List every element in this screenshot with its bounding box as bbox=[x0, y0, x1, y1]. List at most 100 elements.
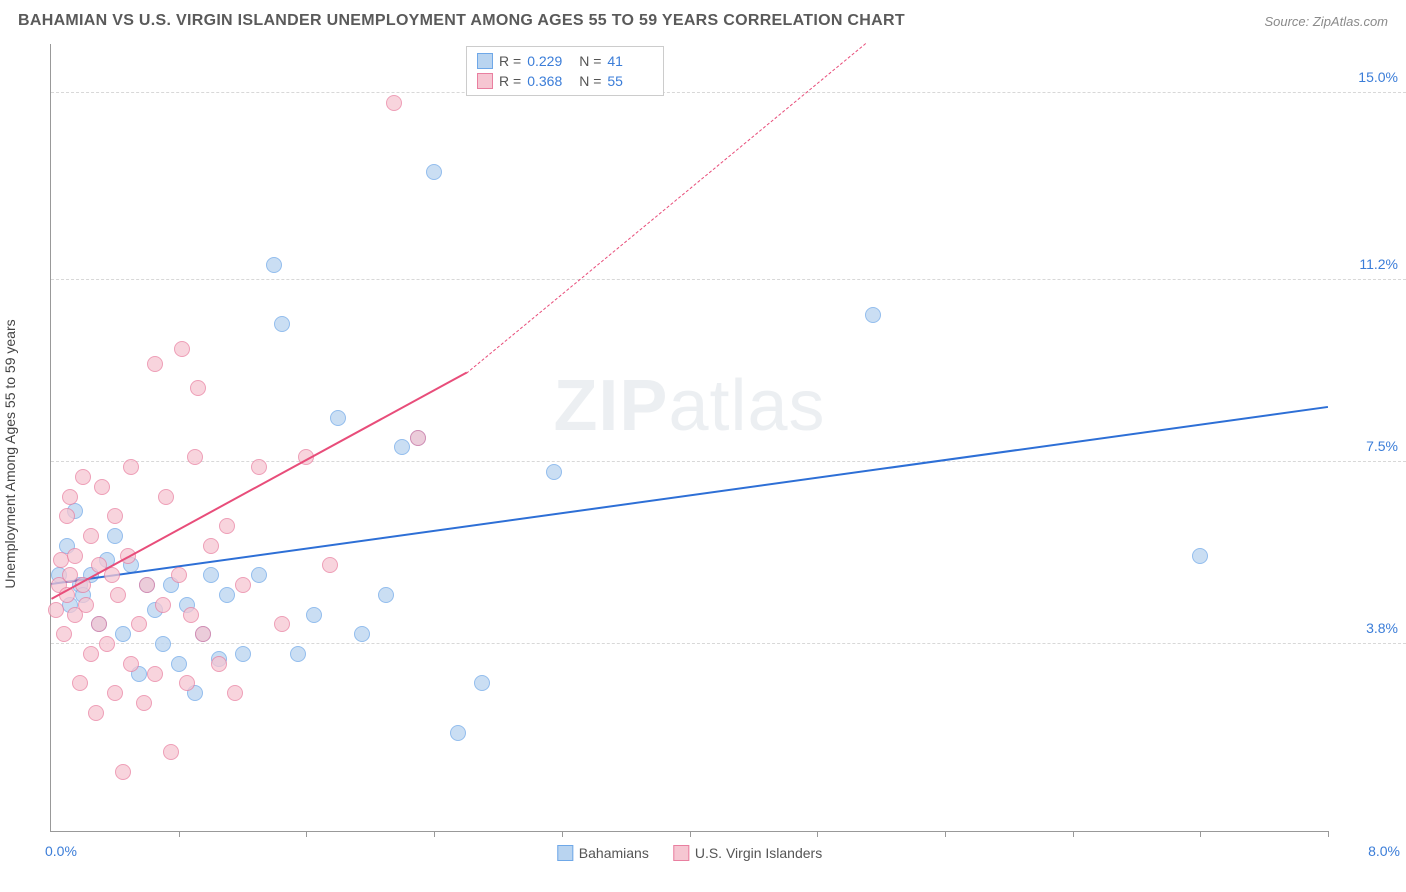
legend-n-value: 55 bbox=[607, 73, 653, 89]
x-tick bbox=[817, 831, 818, 837]
series-legend: Bahamians U.S. Virgin Islanders bbox=[557, 845, 822, 861]
x-axis-max-label: 8.0% bbox=[1368, 843, 1400, 859]
data-point bbox=[190, 380, 206, 396]
data-point bbox=[211, 656, 227, 672]
legend-item: U.S. Virgin Islanders bbox=[673, 845, 822, 861]
x-tick bbox=[690, 831, 691, 837]
x-tick bbox=[179, 831, 180, 837]
data-point bbox=[99, 636, 115, 652]
data-point bbox=[115, 626, 131, 642]
data-point bbox=[174, 341, 190, 357]
chart-plot-area: ZIPatlas 0.0% 8.0% 3.8%7.5%11.2%15.0%R =… bbox=[50, 44, 1328, 832]
legend-n-label: N = bbox=[579, 53, 601, 69]
data-point bbox=[251, 567, 267, 583]
data-point bbox=[115, 764, 131, 780]
data-point bbox=[865, 307, 881, 323]
watermark: ZIPatlas bbox=[553, 365, 825, 447]
correlation-legend: R = 0.229 N = 41 R = 0.368 N = 55 bbox=[466, 46, 664, 96]
data-point bbox=[290, 646, 306, 662]
data-point bbox=[75, 577, 91, 593]
data-point bbox=[110, 587, 126, 603]
data-point bbox=[48, 602, 64, 618]
data-point bbox=[158, 489, 174, 505]
data-point bbox=[83, 528, 99, 544]
data-point bbox=[394, 439, 410, 455]
gridline bbox=[51, 643, 1406, 644]
data-point bbox=[72, 675, 88, 691]
data-point bbox=[474, 675, 490, 691]
data-point bbox=[107, 508, 123, 524]
data-point bbox=[136, 695, 152, 711]
y-tick-label: 15.0% bbox=[1358, 69, 1398, 85]
data-point bbox=[83, 646, 99, 662]
data-point bbox=[1192, 548, 1208, 564]
data-point bbox=[147, 356, 163, 372]
x-tick bbox=[945, 831, 946, 837]
y-axis-label: Unemployment Among Ages 55 to 59 years bbox=[2, 319, 18, 588]
data-point bbox=[298, 449, 314, 465]
legend-n-label: N = bbox=[579, 73, 601, 89]
data-point bbox=[235, 577, 251, 593]
data-point bbox=[274, 316, 290, 332]
data-point bbox=[235, 646, 251, 662]
data-point bbox=[306, 607, 322, 623]
data-point bbox=[67, 548, 83, 564]
y-tick-label: 3.8% bbox=[1366, 620, 1398, 636]
data-point bbox=[155, 636, 171, 652]
data-point bbox=[107, 685, 123, 701]
data-point bbox=[56, 626, 72, 642]
x-tick bbox=[1073, 831, 1074, 837]
data-point bbox=[386, 95, 402, 111]
data-point bbox=[183, 607, 199, 623]
data-point bbox=[171, 656, 187, 672]
y-tick-label: 11.2% bbox=[1359, 256, 1398, 272]
data-point bbox=[274, 616, 290, 632]
legend-row: R = 0.368 N = 55 bbox=[477, 71, 653, 91]
data-point bbox=[59, 508, 75, 524]
data-point bbox=[426, 164, 442, 180]
legend-r-label: R = bbox=[499, 73, 521, 89]
gridline bbox=[51, 92, 1406, 93]
data-point bbox=[147, 666, 163, 682]
data-point bbox=[203, 538, 219, 554]
data-point bbox=[330, 410, 346, 426]
legend-row: R = 0.229 N = 41 bbox=[477, 51, 653, 71]
chart-title: BAHAMIAN VS U.S. VIRGIN ISLANDER UNEMPLO… bbox=[18, 12, 905, 30]
data-point bbox=[139, 577, 155, 593]
x-tick bbox=[434, 831, 435, 837]
data-point bbox=[62, 489, 78, 505]
x-tick bbox=[1200, 831, 1201, 837]
legend-swatch bbox=[557, 845, 573, 861]
data-point bbox=[123, 459, 139, 475]
data-point bbox=[78, 597, 94, 613]
legend-r-value: 0.229 bbox=[527, 53, 573, 69]
legend-label: Bahamians bbox=[579, 845, 649, 861]
data-point bbox=[227, 685, 243, 701]
legend-swatch bbox=[477, 73, 493, 89]
data-point bbox=[322, 557, 338, 573]
data-point bbox=[75, 469, 91, 485]
x-axis-min-label: 0.0% bbox=[45, 843, 77, 859]
y-tick-label: 7.5% bbox=[1366, 438, 1398, 454]
data-point bbox=[219, 518, 235, 534]
legend-r-label: R = bbox=[499, 53, 521, 69]
data-point bbox=[450, 725, 466, 741]
data-point bbox=[410, 430, 426, 446]
legend-n-value: 41 bbox=[607, 53, 653, 69]
data-point bbox=[187, 449, 203, 465]
data-point bbox=[88, 705, 104, 721]
data-point bbox=[171, 567, 187, 583]
data-point bbox=[203, 567, 219, 583]
chart-source: Source: ZipAtlas.com bbox=[1264, 14, 1388, 29]
data-point bbox=[378, 587, 394, 603]
legend-r-value: 0.368 bbox=[527, 73, 573, 89]
x-tick bbox=[1328, 831, 1329, 837]
data-point bbox=[131, 616, 147, 632]
data-point bbox=[104, 567, 120, 583]
x-tick bbox=[306, 831, 307, 837]
data-point bbox=[120, 548, 136, 564]
data-point bbox=[91, 616, 107, 632]
x-tick bbox=[562, 831, 563, 837]
chart-header: BAHAMIAN VS U.S. VIRGIN ISLANDER UNEMPLO… bbox=[0, 0, 1406, 36]
gridline bbox=[51, 279, 1406, 280]
